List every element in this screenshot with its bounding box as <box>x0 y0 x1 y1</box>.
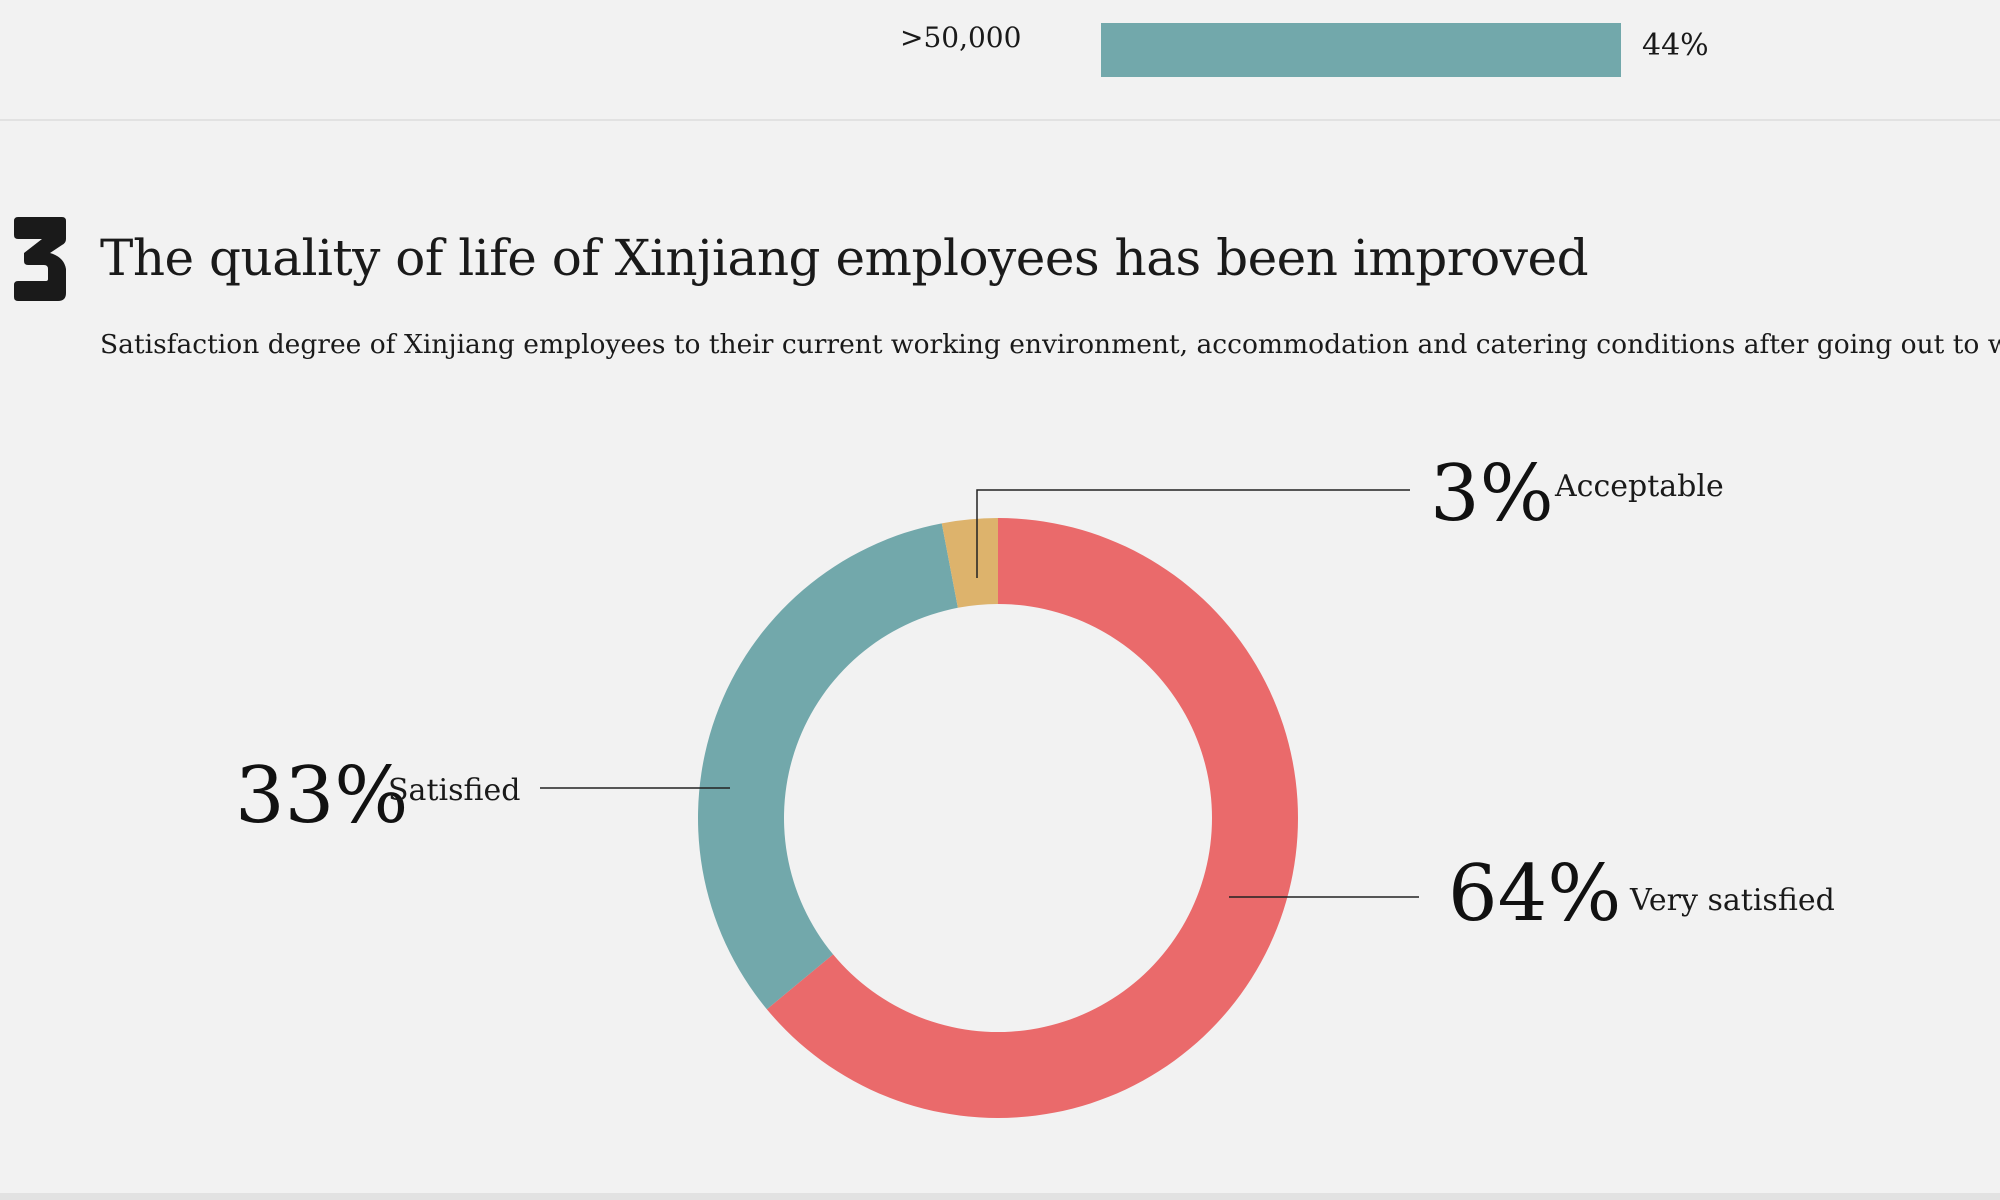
section-title: The quality of life of Xinjiang employee… <box>100 229 1589 287</box>
donut-slice-satisfied <box>698 523 958 1010</box>
bar-value-label: 44% <box>1642 28 1709 63</box>
section-number-glyph <box>14 217 66 301</box>
section-subtitle: Satisfaction degree of Xinjiang employee… <box>100 329 2000 360</box>
bar-track <box>1101 23 2000 77</box>
section-divider <box>0 1193 2000 1200</box>
slice-name-label: Very satisfied <box>1629 883 1835 918</box>
slice-name-label: Satisfied <box>388 773 520 808</box>
slice-value-label: 64% <box>1448 849 1621 939</box>
leader-line-acceptable <box>976 489 1410 578</box>
bar-fill <box>1101 23 1621 77</box>
slice-value-label: 33% <box>235 751 408 841</box>
donut-slice-acceptable <box>941 518 998 608</box>
slice-value-label: 3% <box>1430 449 1554 539</box>
donut-slice-very-satisfied <box>766 518 1299 1118</box>
donut-slices <box>698 518 1299 1118</box>
previous-bar-row: >50,000 44% <box>0 0 2000 121</box>
slice-name-label: Acceptable <box>1554 469 1724 504</box>
bar-category-label: >50,000 <box>900 21 1022 54</box>
